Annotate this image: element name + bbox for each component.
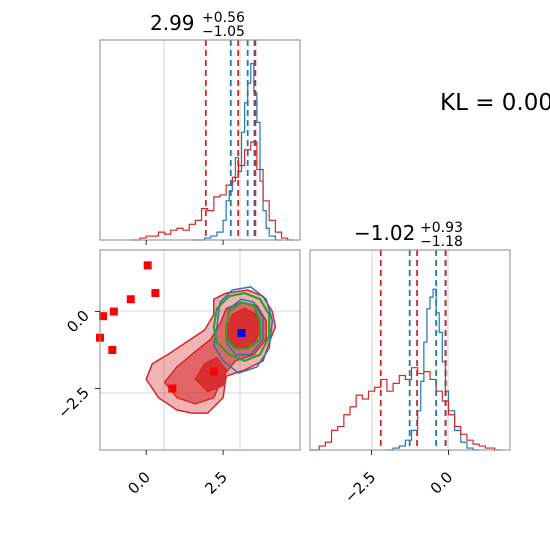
scatter-xtick-0-label: 0.0	[124, 468, 154, 498]
scatter-marks	[96, 261, 277, 414]
hist-param1-panel: 2.99 +0.56 −1.05	[99, 10, 301, 241]
scatter-ytick-1-label: 0.0	[63, 307, 93, 337]
hist-step-blue	[192, 63, 282, 241]
scatter-frame	[99, 249, 301, 451]
red-point-2	[126, 295, 135, 304]
red-point-8	[209, 367, 218, 376]
scatter-panel	[96, 249, 301, 451]
scatter-xtick-1-label: 2.5	[201, 468, 231, 498]
hist-step-red	[310, 367, 501, 451]
red-point-0	[143, 261, 152, 270]
hist2-frame	[309, 249, 511, 451]
hist2-marks	[310, 250, 501, 451]
hist2-xtick-1-label: 0.0	[427, 468, 457, 498]
param2-title-main: −1.02	[354, 221, 415, 245]
kl-label: KL = 0.00	[440, 90, 550, 116]
contour-blue-inner	[225, 298, 264, 356]
contour-green-outer	[212, 292, 271, 362]
param1-title-main: 2.99	[150, 11, 195, 35]
red-point-4	[99, 312, 108, 321]
param2-title-minus: −1.18	[420, 234, 463, 250]
contour-blue-outer	[213, 286, 274, 374]
param2-title-plus: +0.93	[420, 220, 463, 236]
hist-step-red	[130, 141, 294, 241]
hist2-xtick-0-label: −2.5	[341, 468, 379, 506]
param1-title-minus: −1.05	[202, 24, 245, 40]
hist1-frame	[99, 39, 301, 241]
hist-param2-panel: −1.02 +0.93 −1.18	[309, 220, 511, 451]
tick-layer: 0.0 2.5 −2.5 0.0 −2.5 0.0	[54, 240, 456, 507]
red-point-1	[151, 289, 160, 298]
red-point-3	[109, 307, 118, 316]
hist-step-blue	[386, 288, 480, 451]
contour-green-inner	[225, 301, 262, 350]
scatter-ytick-0-label: −2.5	[54, 384, 92, 422]
red-point-6	[108, 346, 117, 354]
blue-point-0	[237, 329, 246, 338]
hist1-marks	[130, 40, 294, 241]
red-point-7	[168, 384, 177, 393]
param1-title-plus: +0.56	[202, 10, 245, 26]
